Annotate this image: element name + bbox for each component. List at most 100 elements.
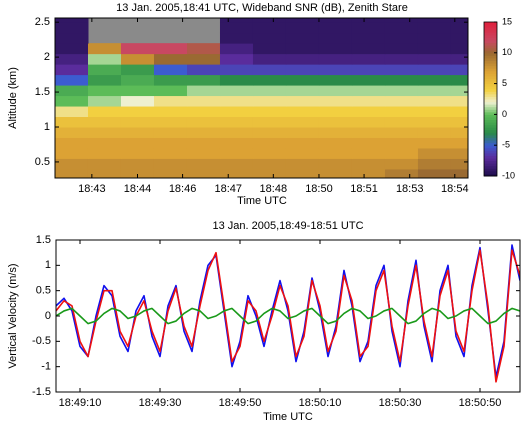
- heatmap-cell: [154, 106, 187, 117]
- x-tick-label: 18:54: [441, 183, 469, 195]
- heatmap-cell: [385, 22, 418, 33]
- heatmap-cell: [121, 106, 154, 117]
- heatmap-cell: [418, 117, 451, 128]
- heatmap-cell: [154, 96, 187, 107]
- heatmap-cell: [55, 54, 88, 65]
- heatmap-cell: [352, 106, 385, 117]
- heatmap-cell: [154, 64, 187, 75]
- heatmap-cell: [88, 43, 121, 54]
- heatmap-cell: [121, 54, 154, 65]
- heatmap-cell: [418, 64, 451, 75]
- heatmap-cell: [418, 137, 451, 148]
- heatmap-cell: [154, 43, 187, 54]
- heatmap-cell: [88, 96, 121, 107]
- heatmap-cell: [253, 137, 286, 148]
- heatmap-cell: [319, 96, 352, 107]
- heatmap-cell: [385, 54, 418, 65]
- heatmap-cell: [88, 54, 121, 65]
- chart-title: 13 Jan. 2005,18:49-18:51 UTC: [212, 220, 363, 232]
- x-tick-label: 18:51: [350, 183, 378, 195]
- heatmap-cell: [220, 43, 253, 54]
- heatmap-cell: [55, 33, 88, 44]
- heatmap-cell: [385, 85, 418, 96]
- x-tick-label: 18:44: [124, 183, 152, 195]
- heatmap-cell: [253, 22, 286, 33]
- heatmap-cell: [286, 43, 319, 54]
- y-tick-label: -1.5: [32, 386, 51, 398]
- heatmap-cell: [121, 117, 154, 128]
- heatmap-cell: [385, 33, 418, 44]
- heatmap-cell: [418, 12, 451, 23]
- heatmap-cell: [286, 158, 319, 169]
- heatmap-cell: [352, 148, 385, 159]
- heatmap-cell: [55, 64, 88, 75]
- heatmap-cell: [55, 127, 88, 138]
- heatmap-cell: [55, 85, 88, 96]
- x-axis-label: Time UTC: [237, 195, 287, 207]
- heatmap-cell: [253, 54, 286, 65]
- heatmap-cell: [352, 43, 385, 54]
- heatmap-cell: [187, 64, 220, 75]
- heatmap-cell: [88, 148, 121, 159]
- heatmap-cell: [187, 54, 220, 65]
- heatmap-cell: [352, 117, 385, 128]
- heatmap-cell: [220, 75, 253, 86]
- heatmap-cell: [253, 148, 286, 159]
- heatmap-cell: [88, 127, 121, 138]
- heatmap-cell: [55, 117, 88, 128]
- heatmap-cell: [220, 64, 253, 75]
- x-axis-label: Time UTC: [263, 411, 313, 423]
- heatmap-cell: [319, 75, 352, 86]
- heatmap-cell: [220, 96, 253, 107]
- heatmap-cell: [286, 22, 319, 33]
- heatmap-cell: [220, 106, 253, 117]
- heatmap-cell: [220, 54, 253, 65]
- heatmap-cell: [286, 106, 319, 117]
- heatmap-cell: [253, 64, 286, 75]
- heatmap-cell: [286, 117, 319, 128]
- heatmap-cell: [88, 117, 121, 128]
- heatmap-cell: [187, 148, 220, 159]
- heatmap-cell: [352, 54, 385, 65]
- heatmap-cell: [154, 137, 187, 148]
- heatmap-cell: [319, 64, 352, 75]
- x-tick-label: 18:50:10: [299, 397, 342, 409]
- colorbar-tick-label: -5: [502, 140, 510, 150]
- heatmap-cell: [88, 75, 121, 86]
- heatmap-cell: [286, 64, 319, 75]
- heatmap-cell: [154, 54, 187, 65]
- heatmap-cell: [121, 127, 154, 138]
- y-tick-label: 0.5: [35, 156, 50, 168]
- heatmap-cell: [418, 33, 451, 44]
- x-tick-label: 18:46: [169, 183, 197, 195]
- y-tick-label: 1.5: [35, 86, 50, 98]
- heatmap-cell: [418, 127, 451, 138]
- heatmap-cell: [55, 12, 88, 23]
- heatmap-cell: [418, 148, 451, 159]
- heatmap-cell: [55, 106, 88, 117]
- heatmap-cell: [154, 127, 187, 138]
- heatmap-cell: [55, 148, 88, 159]
- heatmap-cell: [187, 106, 220, 117]
- heatmap-cell: [286, 85, 319, 96]
- heatmap-cell: [187, 137, 220, 148]
- heatmap-cell: [253, 85, 286, 96]
- heatmap-cell: [154, 148, 187, 159]
- heatmap-cell: [286, 54, 319, 65]
- heatmap-cell: [385, 106, 418, 117]
- heatmap-cell: [154, 85, 187, 96]
- heatmap-cell: [253, 106, 286, 117]
- heatmap-cell: [121, 64, 154, 75]
- heatmap-cell: [352, 158, 385, 169]
- x-tick-label: 18:48: [260, 183, 288, 195]
- heatmap-cell: [352, 127, 385, 138]
- heatmap-cell: [253, 75, 286, 86]
- heatmap-cell: [55, 43, 88, 54]
- heatmap-cell: [55, 75, 88, 86]
- heatmap-cell: [385, 43, 418, 54]
- heatmap-cell: [385, 117, 418, 128]
- x-tick-label: 18:50:50: [459, 397, 502, 409]
- heatmap-cell: [220, 85, 253, 96]
